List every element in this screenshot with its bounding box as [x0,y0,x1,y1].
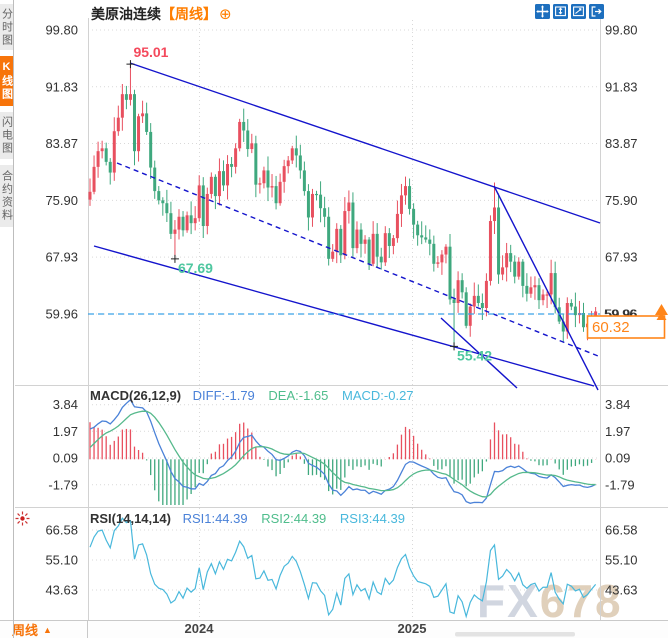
svg-text:75.90: 75.90 [45,193,78,208]
candlestick-series [88,64,598,347]
svg-text:67.93: 67.93 [45,250,78,265]
add-indicator-icon[interactable]: ⊕ [219,6,232,23]
macd-panel-header: MACD(26,12,9) DIFF:-1.79 DEA:-1.65 MACD:… [90,388,414,403]
period-tag: 【周线】 [161,6,217,22]
svg-text:60.32: 60.32 [592,319,630,336]
chart-toolbar [535,4,604,19]
rsi-panel-header: RSI(14,14,14) RSI1:44.39 RSI2:44.39 RSI3… [90,511,405,526]
svg-text:1.97: 1.97 [605,424,630,439]
svg-text:0.09: 0.09 [605,451,630,466]
svg-text:59.96: 59.96 [45,306,78,321]
rsi-line [89,517,597,619]
watermark-fx: FX [477,575,540,627]
svg-text:75.90: 75.90 [605,193,638,208]
fit-vertical-axis-icon[interactable] [553,4,568,19]
rsi2-value: RSI2:44.39 [261,511,327,526]
svg-text:43.63: 43.63 [45,582,78,597]
svg-text:3.84: 3.84 [605,397,630,412]
svg-text:66.58: 66.58 [605,522,638,537]
indicator-alert-icon[interactable] [14,510,31,527]
sidebar-divider [13,0,14,638]
svg-text:55.10: 55.10 [605,553,638,568]
export-chart-icon[interactable] [589,4,604,19]
svg-text:83.87: 83.87 [605,136,638,151]
pan-crosshair-icon[interactable] [535,4,550,19]
svg-text:-1.79: -1.79 [605,477,635,492]
current-price-tag: 60.32 [586,304,668,339]
svg-text:95.01: 95.01 [133,44,168,60]
period-selector-label: 周线 [12,623,39,638]
svg-text:67.93: 67.93 [605,250,638,265]
svg-text:43.63: 43.63 [605,582,638,597]
symbol-title: 美原油连续 [91,6,161,22]
fit-horizontal-axis-icon[interactable] [571,4,586,19]
macd-lines [89,398,596,504]
price-annotations: 95.01 67.69 55.42 [126,44,492,363]
grid-lines [88,20,600,618]
svg-text:55.10: 55.10 [45,553,78,568]
svg-text:55.42: 55.42 [457,347,492,363]
macd-hist-value: MACD:-0.27 [342,388,414,403]
period-selector[interactable]: 周线 ▲ [0,621,88,638]
svg-text:0.09: 0.09 [53,451,78,466]
rsi1-value: RSI1:44.39 [182,511,248,526]
macd-dea-value: DEA:-1.65 [268,388,329,403]
svg-text:99.80: 99.80 [605,23,638,38]
trendline-objects[interactable] [93,62,601,391]
svg-text:1.97: 1.97 [53,424,78,439]
fx678-watermark: FX678 [477,574,623,628]
chart-title-bar: 美原油连续【周线】 ⊕ [91,4,232,24]
rsi3-value: RSI3:44.39 [339,511,405,526]
horizontal-scrollbar-thumb[interactable] [455,632,575,637]
svg-text:2025: 2025 [398,621,427,636]
svg-text:91.83: 91.83 [605,79,638,94]
axis-labels: 99.80 99.80 91.83 91.83 83.87 83.87 75.90 75.90… [45,23,637,637]
macd-diff-value: DIFF:-1.79 [192,388,255,403]
svg-text:3.84: 3.84 [53,397,78,412]
svg-text:83.87: 83.87 [45,136,78,151]
rsi-indicator-name: RSI(14,14,14) [90,511,171,526]
svg-text:2024: 2024 [185,621,215,636]
svg-text:-1.79: -1.79 [48,477,78,492]
svg-text:66.58: 66.58 [45,522,78,537]
svg-text:67.69: 67.69 [178,260,213,276]
chevron-up-icon: ▲ [43,624,52,635]
svg-text:99.80: 99.80 [45,23,78,38]
sidebar-tab-time-chart[interactable]: 分时图 [0,4,13,50]
sidebar-tab-flash-chart[interactable]: 闪电图 [0,112,13,159]
macd-indicator-name: MACD(26,12,9) [90,388,182,403]
sidebar-tab-kline-chart[interactable]: K线图 [0,56,13,106]
svg-text:91.83: 91.83 [45,79,78,94]
sidebar-tab-contract-info[interactable]: 合约资料 [0,165,13,227]
macd-histogram [89,422,597,505]
